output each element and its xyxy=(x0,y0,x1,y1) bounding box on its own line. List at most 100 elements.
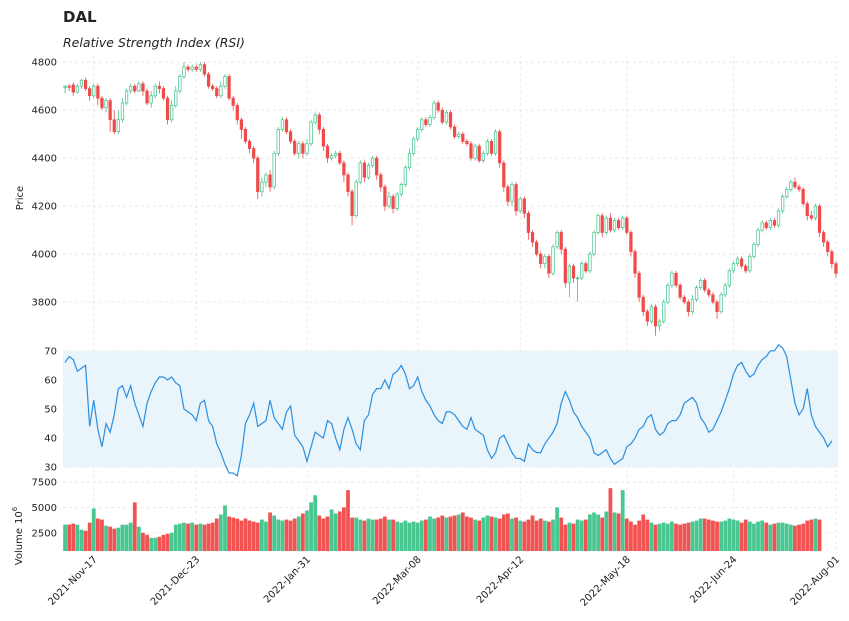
volume-bar xyxy=(296,516,301,551)
candle-body xyxy=(71,84,75,93)
candle-body xyxy=(112,119,116,133)
volume-bar xyxy=(460,512,465,551)
volume-bar xyxy=(432,518,436,551)
candle-body xyxy=(797,186,801,190)
volume-bar xyxy=(280,520,285,551)
volume-bar xyxy=(801,523,806,551)
candle-body xyxy=(252,148,256,159)
candle-body xyxy=(178,76,182,92)
volume-bar xyxy=(518,520,523,551)
candle-body xyxy=(633,251,637,274)
volume-axis-label-text: Volume xyxy=(14,528,25,565)
candle-body xyxy=(448,112,453,128)
volume-bar xyxy=(63,524,67,551)
volume-bar xyxy=(218,514,223,551)
volume-bar xyxy=(210,522,215,551)
candle-body xyxy=(481,152,485,161)
candle-body xyxy=(555,232,559,248)
candle-body xyxy=(575,277,580,280)
candle-body xyxy=(817,205,822,233)
volume-bar xyxy=(641,514,646,551)
candle-body xyxy=(362,162,367,178)
candle-body xyxy=(358,162,362,183)
volume-bar xyxy=(79,529,84,551)
candle-body xyxy=(387,196,391,207)
candle-body xyxy=(608,217,613,231)
candle-body xyxy=(748,256,752,272)
volume-bar xyxy=(530,515,535,551)
volume-bar xyxy=(272,515,277,551)
candle-body xyxy=(731,263,736,272)
candle-body xyxy=(813,205,818,219)
candle-body xyxy=(703,280,707,291)
x-tick-label: 2022-Aug-01 xyxy=(789,554,843,608)
volume-bar xyxy=(485,515,490,551)
volume-bar xyxy=(477,520,482,551)
volume-panel xyxy=(63,488,822,551)
candle-body xyxy=(276,128,280,154)
candle-body xyxy=(309,121,313,145)
candle-body xyxy=(338,152,342,164)
volume-axis-label-base: 10 xyxy=(14,511,25,524)
volume-bar xyxy=(608,488,613,551)
volume-bar xyxy=(670,521,674,551)
candle-body xyxy=(63,85,67,88)
volume-bar xyxy=(419,520,424,551)
candle-body xyxy=(612,220,617,231)
candle-body xyxy=(776,210,781,226)
volume-bar xyxy=(264,521,268,551)
rsi-tick-label: 60 xyxy=(44,375,57,386)
candle-body xyxy=(621,217,625,229)
price-tick-label: 4600 xyxy=(32,106,57,117)
volume-bar xyxy=(665,523,670,551)
volume-tick-label: 7500 xyxy=(32,478,57,489)
candle-body xyxy=(539,253,543,265)
candle-body xyxy=(268,174,272,188)
x-tick-label: 2022-Jan-31 xyxy=(262,554,313,605)
candle-body xyxy=(629,232,633,253)
candle-body xyxy=(534,241,539,255)
volume-bar xyxy=(620,490,625,551)
volume-bar xyxy=(161,534,166,551)
volume-bar xyxy=(141,532,145,551)
candle-body xyxy=(571,265,576,279)
candle-body xyxy=(370,157,375,166)
volume-bar xyxy=(715,521,719,551)
candle-body xyxy=(403,167,408,185)
volume-bar xyxy=(469,517,473,551)
candle-body xyxy=(161,88,166,99)
candle-body xyxy=(551,246,555,274)
candle-body xyxy=(809,215,813,219)
volume-bar xyxy=(522,521,527,551)
volume-bar xyxy=(83,530,88,551)
candle-body xyxy=(510,184,514,202)
candle-body xyxy=(506,186,510,202)
rsi-tick-label: 40 xyxy=(44,434,57,445)
candle-body xyxy=(461,133,465,142)
rsi-panel xyxy=(64,344,833,477)
volume-bar xyxy=(788,524,793,551)
volume-bar xyxy=(809,519,814,551)
candle-body xyxy=(215,88,219,97)
volume-tick-label: 2500 xyxy=(32,528,57,539)
volume-bar xyxy=(108,526,113,551)
volume-bar xyxy=(784,523,789,551)
volume-bar xyxy=(473,519,477,551)
volume-bar xyxy=(321,518,326,551)
volume-bar xyxy=(612,512,617,551)
volume-bar xyxy=(75,524,80,551)
volume-bar xyxy=(723,520,728,551)
volume-bar xyxy=(731,519,736,551)
candle-body xyxy=(625,217,629,233)
candle-body xyxy=(301,143,305,154)
volume-bar xyxy=(243,518,248,551)
volume-bar xyxy=(424,519,428,551)
candle-body xyxy=(785,188,789,197)
candle-body xyxy=(264,174,268,183)
candle-body xyxy=(272,152,276,188)
volume-bar xyxy=(448,516,453,551)
price-tick-label: 4000 xyxy=(32,250,57,261)
candle-body xyxy=(83,79,88,89)
candle-body xyxy=(444,112,449,123)
